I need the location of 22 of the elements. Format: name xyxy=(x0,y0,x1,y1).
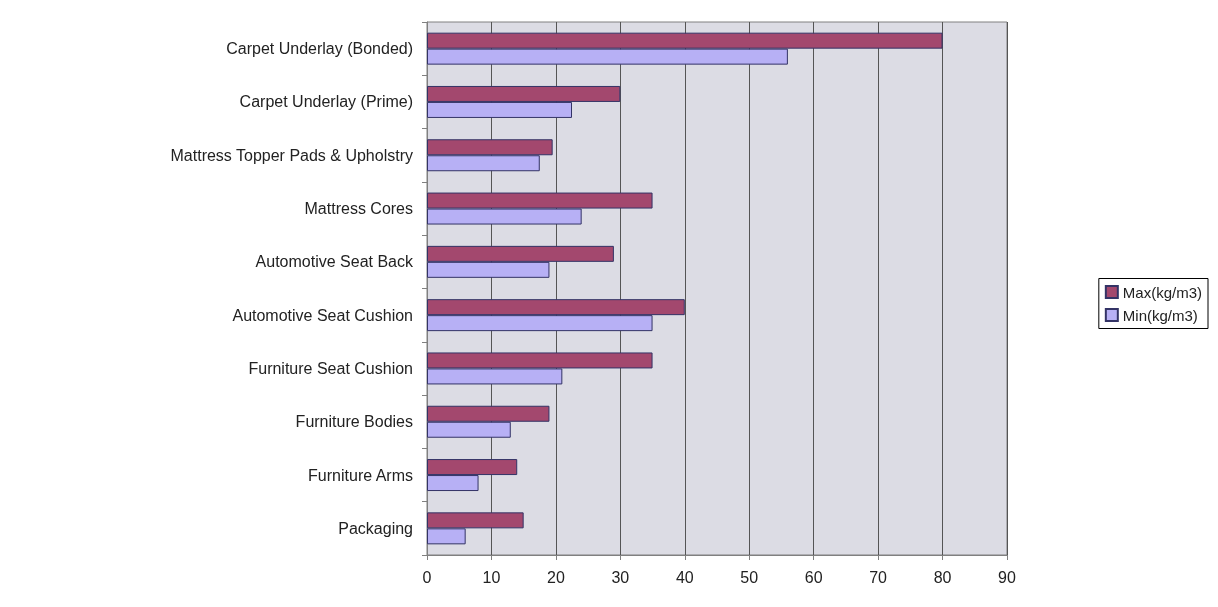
x-tick-label: 20 xyxy=(546,568,565,586)
legend-label: Min(kg/m3) xyxy=(1122,306,1198,324)
y-tick-label: Carpet Underlay (Prime) xyxy=(239,93,413,111)
y-tick-label: Furniture Seat Cushion xyxy=(248,359,413,377)
y-tick-label: Furniture Arms xyxy=(308,466,413,484)
x-tick-label: 10 xyxy=(482,568,501,586)
x-tick-label: 80 xyxy=(933,568,952,586)
y-tick-label: Furniture Bodies xyxy=(295,413,413,431)
x-tick-label: 60 xyxy=(804,568,823,586)
x-tick-label: 50 xyxy=(740,568,759,586)
legend-label: Max(kg/m3) xyxy=(1122,283,1203,301)
x-tick-label: 0 xyxy=(422,568,432,586)
x-tick-label: 90 xyxy=(998,568,1016,586)
y-tick-label: Mattress Topper Pads & Upholstry xyxy=(170,146,413,164)
y-tick-label: Mattress Cores xyxy=(304,200,413,218)
y-tick-label: Packaging xyxy=(338,519,413,537)
y-tick-label: Automotive Seat Back xyxy=(255,253,414,271)
y-tick-label: Carpet Underlay (Bonded) xyxy=(226,40,413,58)
x-tick-label: 30 xyxy=(611,568,630,586)
y-tick-label: Automotive Seat Cushion xyxy=(232,306,413,324)
x-tick-label: 40 xyxy=(675,568,694,586)
x-tick-label: 70 xyxy=(869,568,888,586)
